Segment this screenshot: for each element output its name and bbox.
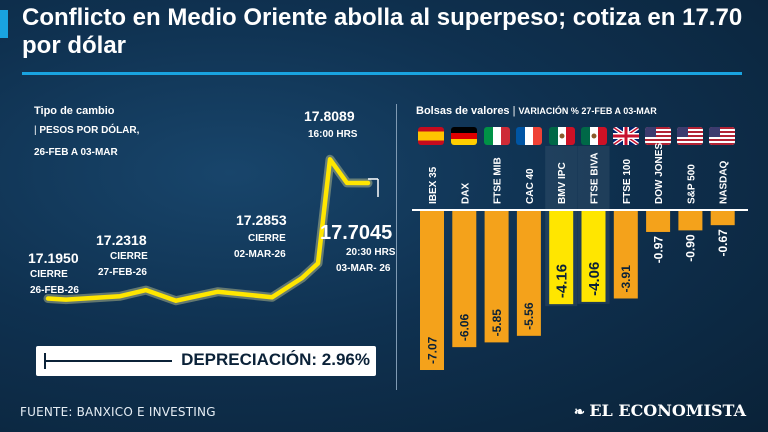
fx-point-4-tag: 20:30 HRS (346, 247, 396, 258)
bolsas-header-title: Bolsas de valores (416, 105, 510, 117)
fx-unit-separator: | (34, 125, 40, 136)
fx-point-2-value: 17.2853 (236, 212, 287, 228)
category-label: NASDAQ (719, 160, 730, 204)
fx-point-4-date: 03-MAR- 26 (336, 263, 391, 274)
bar-ftse-mib (484, 210, 509, 343)
flag-usa-3-icon (709, 127, 735, 145)
value-label: -0.90 (684, 234, 698, 262)
bar-ftse-100 (613, 210, 638, 299)
value-label: -6.06 (458, 313, 472, 341)
bolsas-header: Bolsas de valores | VARIACIÓN % 27-FEB A… (416, 104, 657, 118)
title-divider (22, 72, 742, 75)
flag-uk-icon (613, 127, 639, 145)
value-label: -5.56 (522, 302, 536, 330)
bar-nasdaq (710, 210, 735, 226)
fx-point-1-value: 17.2318 (96, 232, 147, 248)
flag-italy-icon (484, 127, 510, 145)
depreciation-box: DEPRECIACIÓN: 2.96% (36, 346, 376, 376)
source-note: FUENTE: BANXICO E INVESTING (20, 405, 216, 419)
page-title: Conflicto en Medio Oriente abolla al sup… (22, 4, 743, 59)
bar-dow-jones (646, 210, 671, 232)
fx-series-line (45, 157, 371, 303)
category-label: S&P 500 (686, 164, 697, 204)
bar-ftse-biva (581, 210, 606, 302)
flag-spain-icon (418, 127, 444, 145)
bar-dax (452, 210, 477, 348)
depreciation-label: DEPRECIACIÓN: 2.96% (181, 350, 370, 369)
bolsas-header-separator: | (512, 105, 519, 117)
fx-point-1-date: 27-FEB-26 (98, 267, 147, 278)
fx-range: 26-FEB A 03-MAR (34, 147, 118, 158)
depreciation-bracket-line (44, 360, 172, 362)
category-label: DAX (460, 183, 471, 204)
fx-point-0-tag: CIERRE (30, 269, 68, 280)
fx-point-4-value: 17.7045 (320, 222, 393, 244)
category-label: FTSE MIB (493, 157, 504, 204)
flag-usa-icon (645, 127, 671, 145)
bar-cac-40 (516, 210, 541, 336)
fx-point-0-value: 17.1950 (28, 250, 79, 266)
flag-usa-2-icon (677, 127, 703, 145)
fx-point-0-date: 26-FEB-26 (30, 285, 79, 296)
fx-point-3-value: 17.8089 (304, 108, 355, 124)
bolsas-header-sub: VARIACIÓN % 27-FEB A 03-MAR (518, 106, 657, 116)
fx-point-1-tag: CIERRE (110, 251, 148, 262)
publisher-logo: ❧ EL ECONOMISTA (574, 401, 746, 420)
stock-bar-chart: IBEX 35 -7.07 DAX -6.06 FTSE MIB -5.85 CAC 40 -… (412, 143, 748, 371)
bar-bmv-ipc (549, 210, 574, 305)
panel-divider (396, 104, 397, 390)
fx-header: Tipo de cambio (34, 105, 115, 117)
flag-mexico-icon (549, 127, 575, 145)
value-label: -0.97 (651, 236, 665, 264)
logo-text: EL ECONOMISTA (589, 401, 746, 420)
flag-france-icon (516, 127, 542, 145)
value-label: -0.67 (716, 229, 730, 257)
category-label: IBEX 35 (428, 166, 439, 204)
fx-unit-row: | PESOS POR DÓLAR, (34, 124, 139, 137)
category-label: CAC 40 (525, 168, 536, 204)
category-label: BMV IPC (557, 162, 568, 204)
fx-line-chart (43, 154, 379, 306)
value-label: -7.07 (425, 336, 439, 364)
bar-s-p-500 (678, 210, 703, 231)
fx-point-2-date: 02-MAR-26 (234, 249, 286, 260)
value-label: -3.91 (619, 265, 633, 293)
fx-unit: PESOS POR DÓLAR, (39, 125, 140, 136)
value-label: -4.06 (586, 262, 603, 296)
value-label: -5.85 (490, 309, 504, 337)
category-label: DOW JONES (654, 143, 665, 204)
bar-ibex-35 (420, 210, 444, 371)
fx-point-2-tag: CIERRE (248, 233, 286, 244)
flag-germany-icon (451, 127, 477, 145)
title-accent-bar (0, 10, 8, 38)
fx-point-3-tag: 16:00 HRS (308, 129, 358, 140)
flag-mexico-2-icon (581, 127, 607, 145)
value-label: -4.16 (554, 264, 571, 298)
category-label: FTSE 100 (622, 159, 633, 204)
logo-mark-icon: ❧ (573, 405, 590, 420)
category-label: FTSE BIVA (590, 153, 601, 204)
